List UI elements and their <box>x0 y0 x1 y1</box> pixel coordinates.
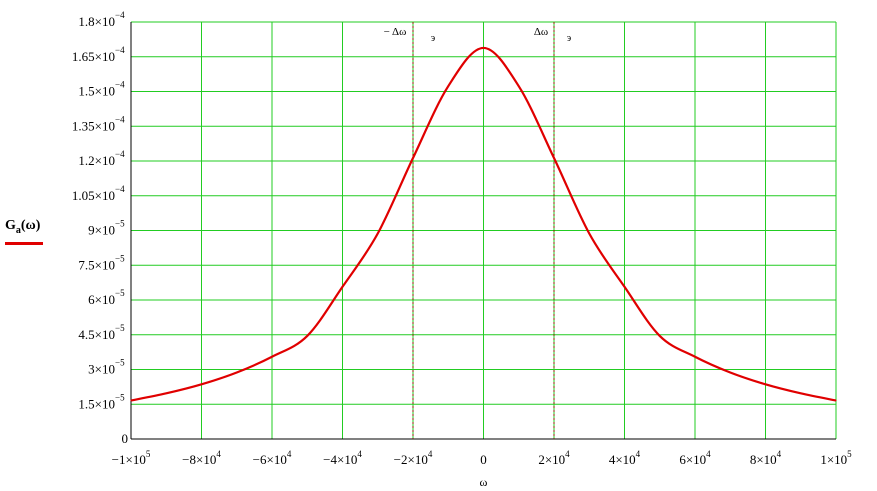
marker-label: Δω <box>534 26 548 38</box>
y-tick-label: 1.05×10 <box>72 188 115 203</box>
y-tick-label: 1.5×10 <box>78 84 115 99</box>
data-point <box>271 356 273 358</box>
data-point <box>341 286 344 288</box>
x-tick-label: 0 <box>480 452 487 467</box>
y-tick-label: 1.2×10 <box>78 153 115 168</box>
marker-label: − Δω <box>384 26 407 38</box>
y-tick-label: 1.5×10 <box>78 396 115 411</box>
x-tick-label: 2×104 <box>538 449 570 467</box>
data-point <box>482 47 485 49</box>
y-tick-exponent: −5 <box>115 323 125 333</box>
y-tick-label: 1.8×10 <box>78 14 115 29</box>
data-point <box>623 286 626 288</box>
x-tick-label: 6×104 <box>679 449 711 467</box>
x-tick-label: −8×104 <box>182 449 221 467</box>
y-tick-label: 0 <box>122 431 129 446</box>
x-tick-label: −1×105 <box>112 449 151 467</box>
data-point <box>659 335 661 337</box>
legend-series-swatch <box>5 241 43 245</box>
data-point <box>306 335 308 337</box>
y-tick-exponent: −4 <box>115 114 125 124</box>
data-point <box>764 383 767 385</box>
data-point <box>835 399 837 402</box>
x-tick-label: 8×104 <box>750 449 782 467</box>
y-tick-exponent: −5 <box>115 288 125 298</box>
y-tick-label: 1.35×10 <box>72 118 115 133</box>
y-tick-exponent: −4 <box>115 149 125 159</box>
y-tick-label: 7.5×10 <box>78 257 115 272</box>
y-tick-exponent: −5 <box>115 219 125 229</box>
y-tick-label: 6×10 <box>88 292 115 307</box>
x-tick-label: −6×104 <box>253 449 292 467</box>
y-tick-exponent: −5 <box>115 392 125 402</box>
marker-label-sub: э <box>431 33 435 44</box>
y-tick-label: 4.5×10 <box>78 327 115 342</box>
data-point <box>518 85 520 87</box>
data-point <box>236 371 238 374</box>
y-tick-exponent: −4 <box>115 184 125 194</box>
y-axis-label: Ga(ω) <box>5 218 41 236</box>
x-tick-label: 1×105 <box>820 449 852 467</box>
y-tick-exponent: −4 <box>115 80 125 90</box>
legend: Ga(ω) <box>5 218 45 245</box>
data-point <box>412 157 414 159</box>
x-axis-label: ω <box>480 475 488 489</box>
y-tick-label: 3×10 <box>88 362 115 377</box>
y-tick-exponent: −4 <box>115 10 125 20</box>
marker-label-sub: э <box>567 33 571 44</box>
data-point <box>553 157 555 159</box>
data-point <box>377 232 379 235</box>
x-tick-label: 4×104 <box>609 449 641 467</box>
y-tick-exponent: −5 <box>115 253 125 263</box>
x-tick-label: −2×104 <box>394 449 433 467</box>
data-point <box>800 392 802 394</box>
data-point <box>588 232 590 235</box>
data-point <box>200 383 203 385</box>
y-tick-label: 1.65×10 <box>72 49 115 64</box>
y-tick-exponent: −4 <box>115 45 125 55</box>
data-point <box>447 85 449 87</box>
data-point <box>130 399 132 402</box>
x-tick-label: −4×104 <box>323 449 362 467</box>
y-tick-exponent: −5 <box>115 358 125 368</box>
data-point <box>729 371 731 374</box>
data-point <box>165 392 167 394</box>
data-point <box>694 356 696 358</box>
y-tick-label: 9×10 <box>88 223 115 238</box>
